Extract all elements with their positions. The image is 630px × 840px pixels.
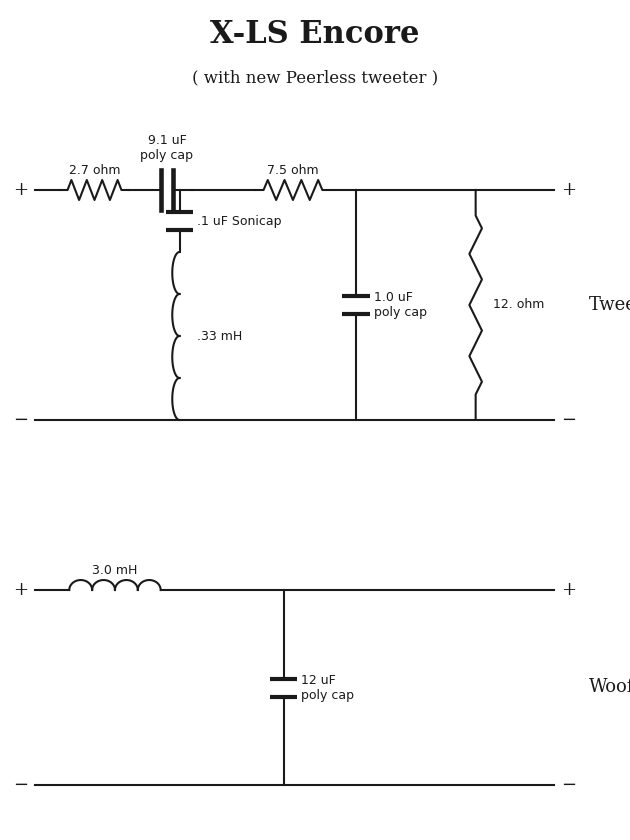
Text: −: − [561, 411, 576, 429]
Text: .33 mH: .33 mH [197, 329, 243, 343]
Text: .1 uF Sonicap: .1 uF Sonicap [197, 214, 282, 228]
Text: 9.1 uF
poly cap: 9.1 uF poly cap [140, 134, 193, 162]
Text: Tweeter: Tweeter [589, 296, 630, 314]
Text: 1.0 uF
poly cap: 1.0 uF poly cap [374, 291, 427, 319]
Text: 7.5 ohm: 7.5 ohm [267, 164, 319, 176]
Text: 2.7 ohm: 2.7 ohm [69, 164, 120, 176]
Text: −: − [13, 411, 28, 429]
Text: +: + [13, 581, 28, 599]
Text: −: − [13, 776, 28, 794]
Text: 12. ohm: 12. ohm [493, 298, 545, 312]
Text: X-LS Encore: X-LS Encore [210, 19, 420, 50]
Text: 3.0 mH: 3.0 mH [92, 564, 138, 576]
Text: Woofers: Woofers [589, 679, 630, 696]
Text: −: − [561, 776, 576, 794]
Text: +: + [13, 181, 28, 199]
Text: ( with new Peerless tweeter ): ( with new Peerless tweeter ) [192, 70, 438, 87]
Text: 12 uF
poly cap: 12 uF poly cap [301, 674, 354, 701]
Text: +: + [561, 181, 576, 199]
Text: +: + [561, 581, 576, 599]
